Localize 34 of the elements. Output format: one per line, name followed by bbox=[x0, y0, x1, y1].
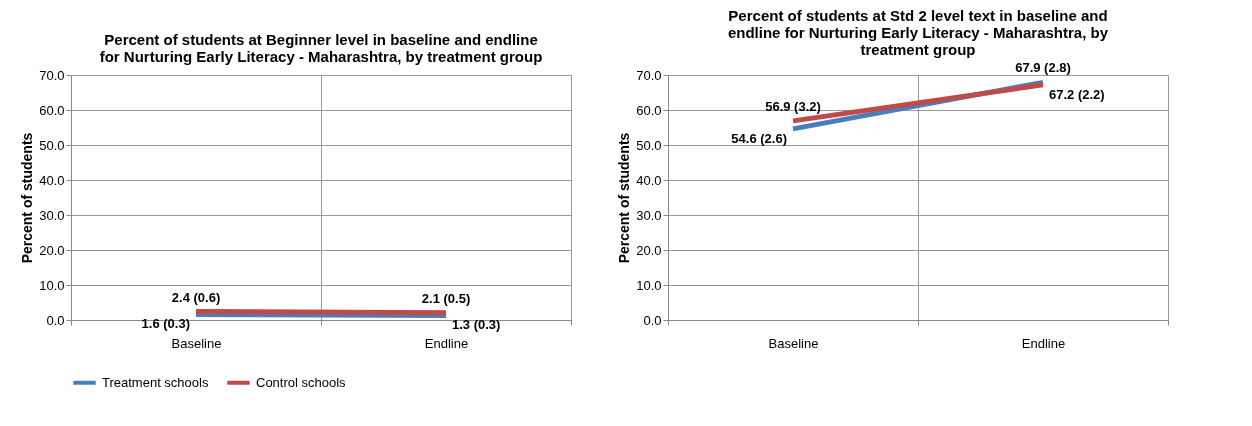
data-label: 2.1 (0.5) bbox=[421, 290, 471, 306]
x-tick-label: Endline bbox=[1021, 335, 1066, 351]
y-tick-label: 20.0 bbox=[39, 242, 65, 258]
y-tick-label: 10.0 bbox=[636, 277, 662, 293]
y-axis-title: Percent of students bbox=[616, 132, 633, 264]
y-tick-label: 50.0 bbox=[636, 137, 662, 153]
legend-label: Treatment schools bbox=[102, 374, 209, 390]
y-tick-label: 10.0 bbox=[39, 277, 65, 293]
x-tick-label: Baseline bbox=[768, 335, 819, 351]
y-tick-label: 20.0 bbox=[636, 242, 662, 258]
data-label: 2.4 (0.6) bbox=[171, 289, 221, 305]
data-label: 67.9 (2.8) bbox=[1015, 60, 1071, 76]
data-label: 1.3 (0.3) bbox=[452, 317, 501, 333]
y-tick-label: 0.0 bbox=[643, 312, 662, 328]
y-axis-title: Percent of students bbox=[19, 132, 36, 264]
data-label: 1.6 (0.3) bbox=[141, 316, 190, 332]
data-label: 56.9 (3.2) bbox=[765, 98, 821, 114]
y-tick-label: 30.0 bbox=[39, 207, 65, 223]
y-tick-label: 0.0 bbox=[46, 312, 65, 328]
y-tick-label: 60.0 bbox=[636, 102, 662, 118]
legend-label: Control schools bbox=[256, 374, 347, 390]
y-tick-label: 30.0 bbox=[636, 207, 662, 223]
y-tick-label: 50.0 bbox=[39, 137, 65, 153]
y-tick-label: 70.0 bbox=[39, 67, 65, 83]
x-tick-label: Baseline bbox=[171, 335, 222, 351]
chart-title: Percent of students at Std 2 level text in baseline and endline for Nurturing Early Literacy - Maharashtra, by treatment group bbox=[727, 7, 1109, 59]
y-tick-label: 60.0 bbox=[39, 102, 65, 118]
data-label: 54.6 (2.6) bbox=[731, 130, 787, 146]
x-tick-label: Endline bbox=[424, 335, 469, 351]
data-label: 67.2 (2.2) bbox=[1049, 86, 1105, 102]
y-tick-label: 40.0 bbox=[39, 172, 65, 188]
y-tick-label: 70.0 bbox=[636, 67, 662, 83]
chart-title: Percent of students at Beginner level in baseline and endline for Nurturing Early Literacy - Maharashtra, by treatment group bbox=[99, 31, 543, 65]
y-tick-label: 40.0 bbox=[636, 172, 662, 188]
